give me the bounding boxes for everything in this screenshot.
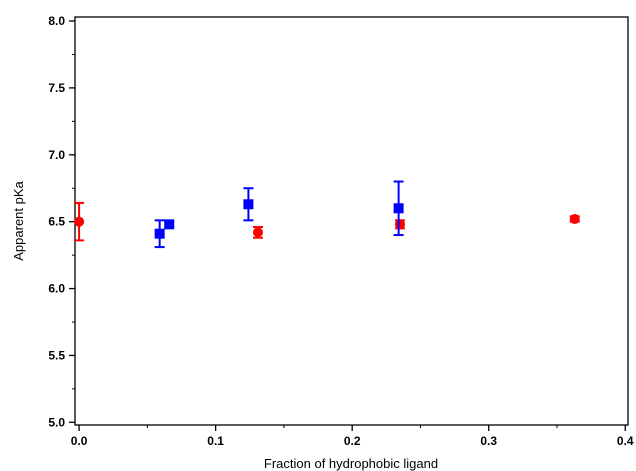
data-point-square <box>154 228 165 239</box>
axis-ticks: 5.0 5.5 6.0 6.5 7.0 7.5 8.0 0.0 0.1 0.2 0.3 0.4 <box>48 14 634 448</box>
data-point-square <box>393 203 404 214</box>
x-tick-label: 0.2 <box>344 434 361 448</box>
y-tick-label: 6.5 <box>48 215 65 229</box>
y-tick-label: 5.0 <box>48 415 65 429</box>
data-marks <box>74 180 580 249</box>
x-tick-label: 0.0 <box>71 434 88 448</box>
y-tick-label: 5.5 <box>48 348 65 362</box>
y-tick-label: 6.0 <box>48 282 65 296</box>
data-point-circle <box>252 227 263 238</box>
data-point-square <box>243 199 254 210</box>
x-tick-label: 0.4 <box>617 434 634 448</box>
y-tick-label: 7.5 <box>48 81 65 95</box>
data-point-circle <box>569 213 580 224</box>
y-tick-label: 7.0 <box>48 148 65 162</box>
y-axis-label: Apparent pKa <box>11 180 26 260</box>
x-tick-label: 0.3 <box>480 434 497 448</box>
data-point-circle <box>74 216 85 227</box>
y-tick-label: 8.0 <box>48 14 65 28</box>
x-tick-label: 0.1 <box>207 434 224 448</box>
data-point-circle <box>394 219 405 230</box>
x-axis-label: Fraction of hydrophobic ligand <box>264 456 438 471</box>
data-point-square <box>164 219 175 230</box>
